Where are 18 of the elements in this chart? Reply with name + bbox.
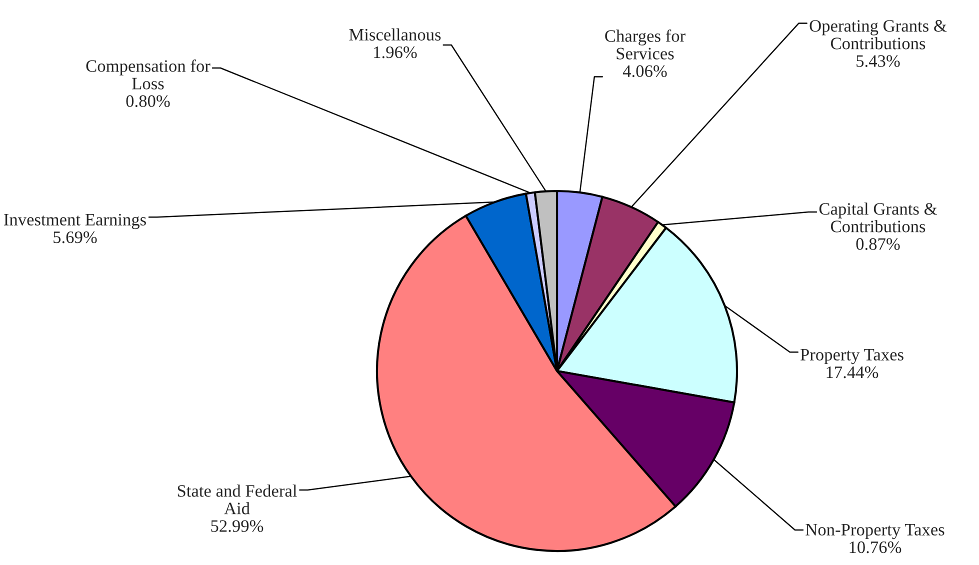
data-label: 17.44% <box>826 366 878 378</box>
slice-label: Capital Grants & Contributions <box>819 202 937 232</box>
slice-label: Compensation for Loss <box>86 59 210 90</box>
slice-label: Non-Property Taxes <box>806 524 944 540</box>
data-label: 5.69% <box>54 231 97 244</box>
data-label: 1.96% <box>374 46 417 58</box>
slice-label: Property Taxes <box>800 348 904 364</box>
data-label: 0.80% <box>126 95 170 108</box>
slice-label: Investment Earnings <box>4 214 146 230</box>
data-label: 4.06% <box>622 65 667 78</box>
data-label: 52.99% <box>211 520 264 532</box>
slice-label: State and Federal Aid <box>178 484 297 514</box>
data-label: 5.43% <box>856 55 900 67</box>
slice-label: Operating Grants & Contributions <box>810 20 947 50</box>
data-label: 0.87% <box>856 238 900 250</box>
slice-label: Miscellanous <box>349 28 441 41</box>
slice-label: Charges for Services <box>605 29 686 60</box>
data-label: 10.76% <box>850 541 902 554</box>
